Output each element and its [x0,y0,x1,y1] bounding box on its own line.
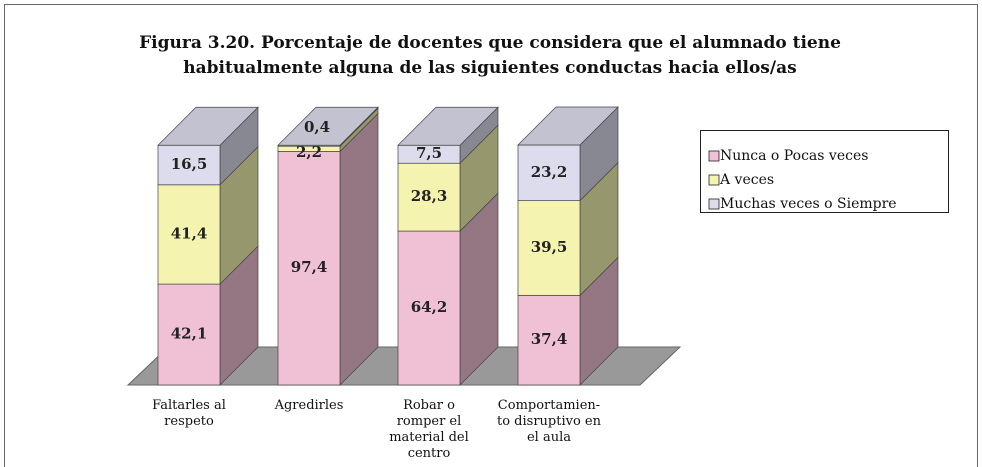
value-label: 37,4 [531,330,568,348]
bar-segment [157,106,259,186]
value-label: 2,2 [296,143,322,161]
value-label: 42,1 [171,325,208,343]
bar-front [157,283,221,386]
bar-segment [277,106,379,148]
bar-segment [277,112,379,386]
value-label: 0,4 [304,118,330,136]
bar-front [517,200,581,296]
chart-title: Figura 3.20. Porcentaje de docentes que … [139,33,841,78]
bar-top [517,106,619,146]
legend-box [700,130,949,213]
bar-front [157,144,221,186]
x-tick-label: Robar o romper el material del centro [389,398,469,461]
bar-top [157,106,259,146]
bar-segment [517,106,619,202]
x-tick-label: Agredirles [274,398,344,413]
x-tick-label: Faltarles al respeto [152,398,226,429]
legend-label: Nunca o Pocas veces [720,148,868,164]
bar-side [339,112,379,386]
bar-front [517,294,581,386]
bar-top [277,106,379,146]
bar-segment [157,145,259,285]
x-tick-label: Comportamien-to disruptivo en el aula [497,398,602,445]
bar-top [397,106,499,146]
value-label: 7,5 [416,144,442,162]
bar-segment [157,245,259,386]
value-label: 28,3 [411,187,448,205]
bar-front [397,230,461,386]
bar-segment [397,192,499,386]
legend-swatch [708,198,720,210]
bar-front [157,184,221,285]
bar-front [277,151,341,386]
legend-label: Muchas veces o Siempre [720,196,897,212]
value-label: 64,2 [411,298,448,316]
bar-front [517,144,581,201]
value-label: 39,5 [531,238,568,256]
bar-segment [397,124,499,232]
value-label: 23,2 [531,163,568,181]
value-label: 97,4 [291,258,328,276]
legend-swatch [708,150,720,162]
bar-segment [517,256,619,386]
bar-segment [397,106,499,165]
legend-swatch [708,174,720,186]
value-label: 16,5 [171,155,208,173]
value-label: 41,4 [171,224,208,242]
legend-label: A veces [719,172,774,188]
bar-segment [517,161,619,297]
